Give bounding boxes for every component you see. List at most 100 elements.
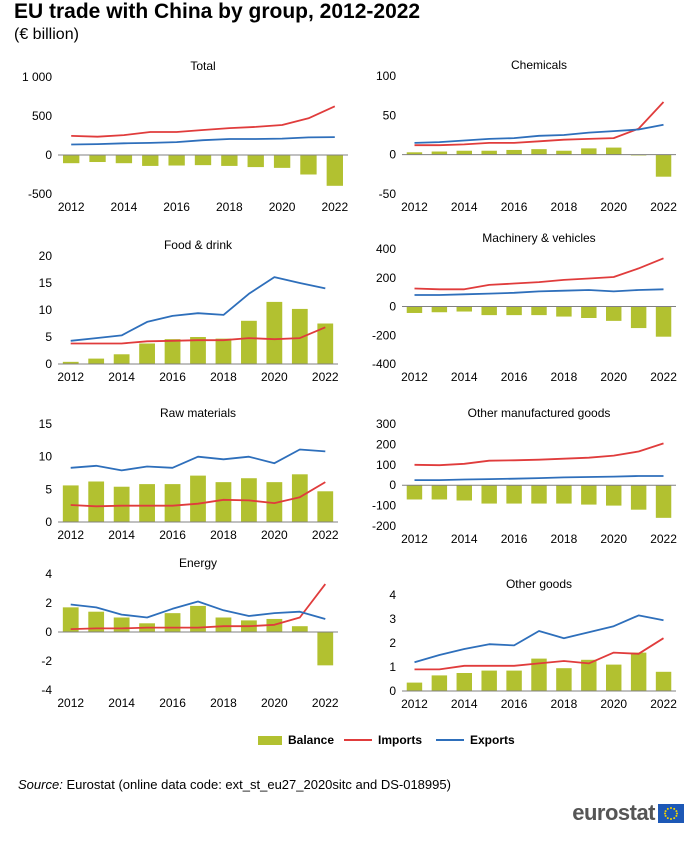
panel-2-balance-bar	[556, 150, 572, 155]
panel-7-x-tick-label: 2018	[210, 696, 237, 710]
panel-8-balance-bar	[581, 659, 597, 691]
panel-1-balance-bar	[221, 155, 238, 166]
panel-6-x-tick-label: 2014	[451, 532, 478, 546]
panel-7-balance-bar	[88, 611, 105, 632]
panel-2-x-tick-label: 2020	[600, 200, 627, 214]
panel-2-balance-bar	[531, 149, 547, 155]
panel-3-balance-bar	[291, 308, 308, 364]
panel-8-balance-bar	[655, 671, 672, 691]
panel-7-x-tick-label: 2014	[108, 696, 135, 710]
panel-7-y-tick-label: 0	[45, 625, 52, 639]
panel-6-y-tick-label: 0	[389, 478, 396, 492]
panel-8-x-tick-label: 2022	[650, 697, 677, 711]
panel-5-balance-bar	[215, 482, 232, 522]
panel-2-y-tick-label: 100	[376, 69, 396, 83]
panel-1-title: Total	[190, 59, 215, 73]
panel-8-y-tick-label: 3	[389, 612, 396, 626]
panel-2-y-tick-label: 50	[383, 108, 397, 122]
panel-6-balance-bar	[630, 485, 647, 510]
panel-6-balance-bar	[556, 485, 572, 504]
panel-1-balance-bar	[142, 155, 159, 166]
chart-subtitle: (€ billion)	[14, 26, 79, 43]
panel-7-title: Energy	[179, 556, 217, 570]
panel-4-imports-line	[414, 257, 664, 291]
panel-6-y-tick-label: 200	[376, 437, 396, 451]
panel-8-y-tick-label: 4	[389, 588, 396, 602]
panel-7-balance-bar	[190, 605, 206, 632]
panel-6-x-tick-label: 2022	[650, 532, 677, 546]
panel-8-balance-bar	[531, 658, 547, 691]
panel-1-x-tick-label: 2016	[163, 200, 190, 214]
panel-1-y-tick-label: 500	[32, 109, 52, 123]
panel-4-title: Machinery & vehicles	[482, 231, 595, 245]
panel-3-x-tick-label: 2016	[159, 370, 186, 384]
panel-8-balance-bar	[630, 652, 647, 691]
panel-1-balance-bar	[326, 155, 343, 186]
panel-7-balance-bar	[291, 626, 308, 632]
chart-title: EU trade with China by group, 2012-2022	[14, 0, 421, 23]
panel-3-x-tick-label: 2022	[312, 370, 339, 384]
panel-7-balance-bar	[113, 617, 130, 632]
panel-4-x-tick-label: 2012	[401, 370, 428, 384]
panel-1-balance-bar	[300, 155, 317, 175]
panel-3-y-tick-label: 15	[39, 276, 53, 290]
panel-2-x-tick-label: 2016	[501, 200, 528, 214]
panel-3-y-tick-label: 0	[45, 357, 52, 371]
panel-7-x-tick-label: 2012	[57, 696, 84, 710]
panel-3-x-tick-label: 2012	[57, 370, 84, 384]
panel-5-balance-bar	[139, 484, 155, 522]
panel-5-x-tick-label: 2018	[210, 528, 237, 542]
panel-4-x-tick-label: 2022	[650, 370, 677, 384]
panel-6-x-tick-label: 2018	[551, 532, 578, 546]
eu-flag-icon	[658, 803, 684, 823]
panel-4-y-tick-label: -200	[372, 328, 396, 342]
panel-5-x-tick-label: 2014	[108, 528, 135, 542]
legend-exports-label: Exports	[470, 733, 515, 747]
panel-7-balance-bar	[317, 632, 334, 666]
legend-balance-swatch	[258, 735, 282, 745]
panel-6-balance-bar	[606, 485, 622, 506]
panel-4-y-tick-label: 400	[376, 242, 396, 256]
panel-4-x-tick-label: 2020	[600, 370, 627, 384]
panel-4-x-tick-label: 2016	[501, 370, 528, 384]
logo-wordmark: eurostat	[572, 800, 655, 825]
panel-8-balance-bar	[456, 673, 472, 691]
panel-7-balance-bar	[215, 617, 232, 632]
panel-1-balance-bar	[247, 155, 264, 168]
panel-2-balance-bar	[581, 148, 597, 155]
panel-1-balance-bar	[63, 155, 80, 164]
panel-6-balance-bar	[406, 485, 423, 500]
panel-3-balance-bar	[62, 361, 79, 364]
panel-3-balance-bar	[215, 338, 232, 364]
legend-balance: Balance	[258, 733, 334, 747]
panel-7-exports-line	[70, 600, 326, 620]
panel-1-exports-line	[71, 136, 335, 146]
panel-3-y-tick-label: 5	[45, 330, 52, 344]
panel-6-balance-bar	[456, 485, 472, 501]
panel-8-balance-bar	[481, 670, 497, 691]
panel-7-y-tick-label: -4	[41, 683, 52, 697]
panel-4-y-tick-label: 200	[376, 271, 396, 285]
panel-7-y-tick-label: -2	[41, 654, 52, 668]
panel-8-y-tick-label: 2	[389, 636, 396, 650]
panel-1-balance-bar	[115, 155, 133, 164]
panel-7-y-tick-label: 2	[45, 596, 52, 610]
panel-3-balance-bar	[113, 354, 130, 364]
panel-5-y-tick-label: 10	[39, 450, 53, 464]
panel-8-exports-line	[414, 614, 664, 664]
panel-6-balance-bar	[506, 485, 522, 504]
panel-4-balance-bar	[481, 306, 497, 316]
panel-4-balance-bar	[406, 306, 423, 313]
panel-4-x-tick-label: 2018	[551, 370, 578, 384]
panel-3-y-tick-label: 10	[39, 303, 53, 317]
panel-2-balance-bar	[406, 152, 423, 155]
panel-6-x-tick-label: 2020	[600, 532, 627, 546]
panel-8-x-tick-label: 2014	[451, 697, 478, 711]
panel-6-balance-bar	[531, 485, 547, 504]
panel-3-balance-bar	[190, 337, 206, 364]
panel-4-exports-line	[414, 288, 664, 296]
panel-7-balance-bar	[62, 607, 79, 632]
panel-1-y-tick-label: 1 000	[22, 70, 52, 84]
panel-2-title: Chemicals	[511, 58, 567, 72]
panel-3-x-tick-label: 2018	[210, 370, 237, 384]
